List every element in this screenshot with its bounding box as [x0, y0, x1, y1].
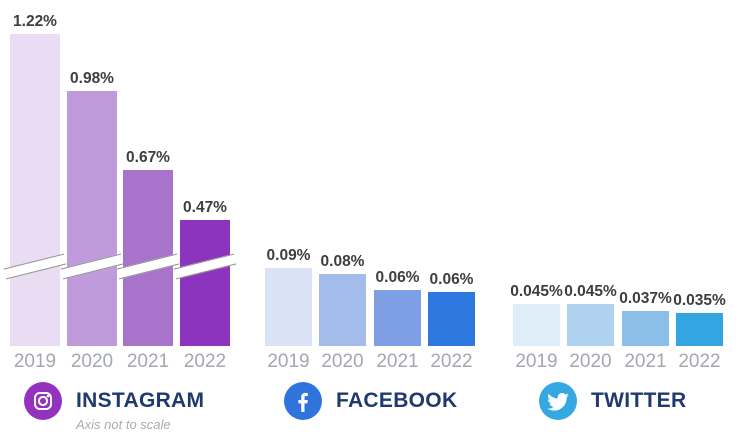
- bar-value-label: 0.08%: [320, 253, 365, 270]
- year-axis-label: 2022: [678, 351, 721, 372]
- year-axis-label: 2019: [267, 351, 310, 372]
- bar-value-label: 0.06%: [429, 271, 474, 288]
- year-axis-label: 2019: [13, 351, 57, 372]
- bar-instagram-2022: [173, 220, 237, 346]
- bar-instagram-2021: [116, 170, 180, 346]
- platform-label-twitter: TWITTER: [591, 389, 687, 412]
- bar-value-label: 0.98%: [70, 70, 114, 87]
- bar-value-label: 0.67%: [126, 149, 170, 166]
- bar-twitter-2021: [622, 311, 669, 346]
- bar-instagram-2019: [3, 34, 67, 346]
- platform-label-instagram: INSTAGRAM: [76, 389, 205, 412]
- bar-twitter-2022: [676, 313, 723, 346]
- axis-break-mark: [116, 253, 180, 280]
- year-axis-label: 2021: [624, 351, 667, 372]
- axis-break-mark: [3, 253, 67, 280]
- bar-value-label: 1.22%: [13, 13, 57, 30]
- year-axis-label: 2021: [376, 351, 419, 372]
- year-axis-label: 2020: [321, 351, 364, 372]
- bar-instagram-2020: [60, 91, 124, 346]
- twitter-icon: [539, 382, 577, 420]
- year-axis-label: 2021: [126, 351, 170, 372]
- axis-break-mark: [173, 253, 237, 280]
- bar-facebook-2019: [265, 268, 312, 346]
- facebook-icon: [284, 382, 322, 420]
- year-axis-label: 2020: [70, 351, 114, 372]
- axis-note: Axis not to scale: [76, 417, 171, 432]
- bar-value-label: 0.09%: [266, 247, 311, 264]
- bar-twitter-2020: [567, 304, 614, 346]
- bar-value-label: 0.47%: [183, 199, 227, 216]
- year-axis-label: 2022: [183, 351, 227, 372]
- bar-twitter-2019: [513, 304, 560, 346]
- year-axis-label: 2019: [515, 351, 558, 372]
- year-axis-label: 2022: [430, 351, 473, 372]
- bar-facebook-2020: [319, 274, 366, 346]
- bar-value-label: 0.037%: [619, 290, 672, 307]
- axis-break-mark: [60, 253, 124, 280]
- instagram-icon: [24, 382, 62, 420]
- bar-facebook-2022: [428, 292, 475, 346]
- bar-facebook-2021: [374, 290, 421, 346]
- bar-value-label: 0.045%: [564, 283, 617, 300]
- platform-label-facebook: FACEBOOK: [336, 389, 458, 412]
- bar-value-label: 0.035%: [673, 292, 726, 309]
- legend-twitter: TWITTER: [539, 382, 686, 420]
- bar-value-label: 0.045%: [510, 283, 563, 300]
- year-axis-label: 2020: [569, 351, 612, 372]
- legend-facebook: FACEBOOK: [284, 382, 457, 420]
- legend-instagram: INSTAGRAM Axis not to scale: [24, 382, 204, 432]
- bar-value-label: 0.06%: [375, 269, 420, 286]
